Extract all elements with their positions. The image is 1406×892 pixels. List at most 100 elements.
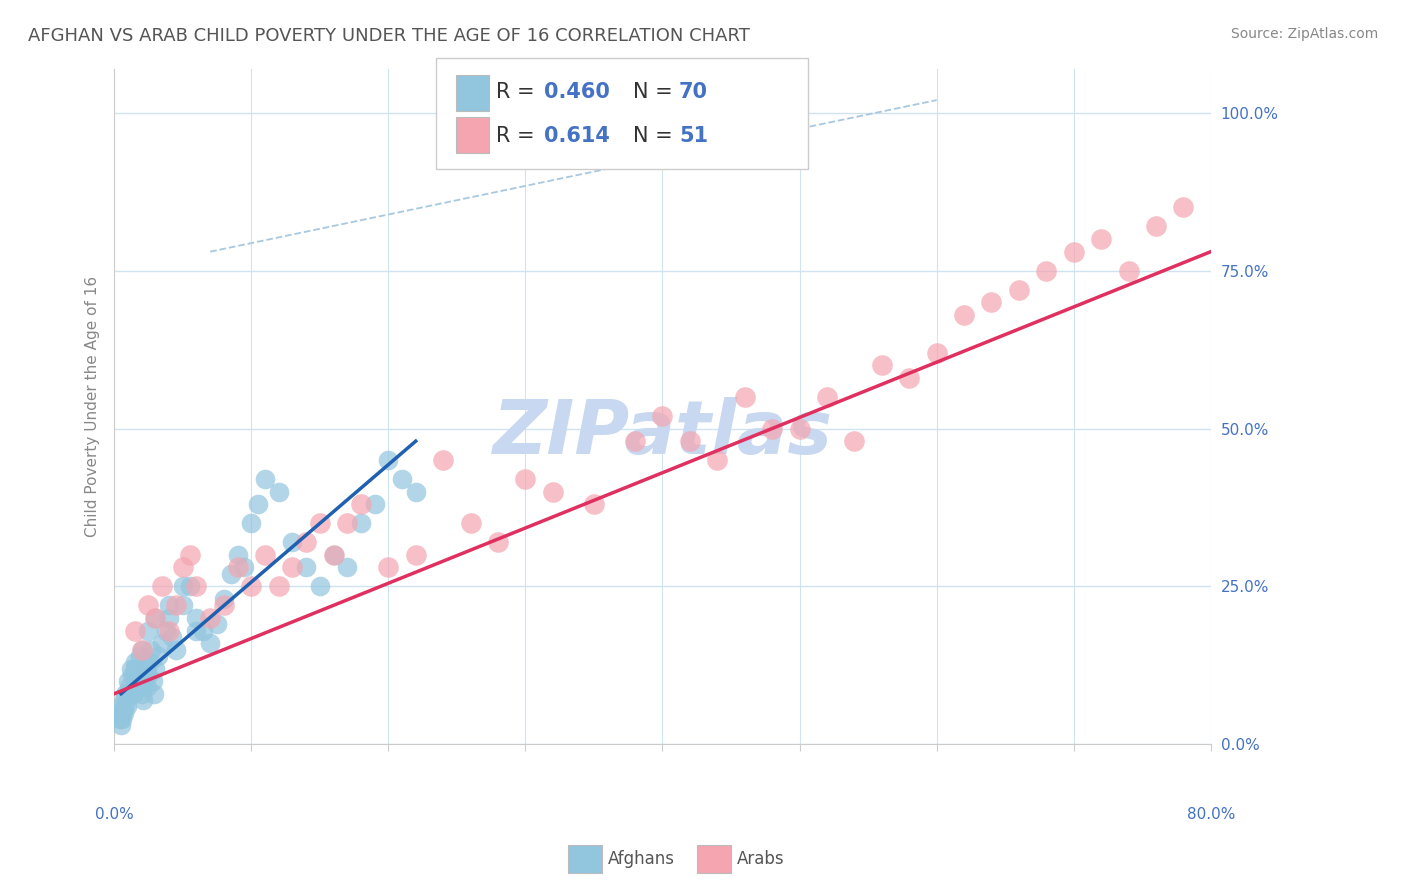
Point xyxy=(679,434,702,449)
Point xyxy=(651,409,673,423)
Point xyxy=(131,642,153,657)
Point xyxy=(125,674,148,689)
Point xyxy=(582,497,605,511)
Point xyxy=(391,472,413,486)
Point xyxy=(143,611,166,625)
Point xyxy=(212,592,235,607)
Text: 0.614: 0.614 xyxy=(544,126,610,145)
Point xyxy=(205,617,228,632)
Point xyxy=(226,560,249,574)
Point xyxy=(111,712,134,726)
Point xyxy=(146,648,169,663)
Point xyxy=(198,611,221,625)
Point xyxy=(363,497,385,511)
Point xyxy=(143,611,166,625)
Point xyxy=(350,497,373,511)
Point xyxy=(138,668,160,682)
Point xyxy=(150,579,173,593)
Point xyxy=(179,548,201,562)
Point xyxy=(240,579,263,593)
Point xyxy=(124,624,146,638)
Point xyxy=(172,560,194,574)
Text: Arabs: Arabs xyxy=(737,850,785,868)
Point xyxy=(789,421,811,435)
Point xyxy=(322,548,344,562)
Point xyxy=(761,421,783,435)
Point xyxy=(138,599,160,613)
Point xyxy=(193,624,215,638)
Point xyxy=(124,661,146,675)
Point xyxy=(118,681,141,695)
Text: 80.0%: 80.0% xyxy=(1187,807,1234,822)
Point xyxy=(165,642,187,657)
Point xyxy=(132,693,155,707)
Text: Afghans: Afghans xyxy=(607,850,675,868)
Point xyxy=(155,624,177,638)
Point xyxy=(131,687,153,701)
Point xyxy=(240,516,263,531)
Point xyxy=(131,642,153,657)
Point xyxy=(233,560,256,574)
Point xyxy=(129,648,152,663)
Point xyxy=(980,295,1002,310)
Point xyxy=(122,687,145,701)
Point xyxy=(142,687,165,701)
Point xyxy=(624,434,647,449)
Point xyxy=(706,453,728,467)
Point xyxy=(124,655,146,669)
Point xyxy=(336,560,359,574)
Text: 0.0%: 0.0% xyxy=(94,807,134,822)
Point xyxy=(172,599,194,613)
Point xyxy=(143,661,166,675)
Point xyxy=(110,718,132,732)
Point xyxy=(486,535,509,549)
Point xyxy=(110,699,132,714)
Text: 70: 70 xyxy=(679,82,709,102)
Point xyxy=(212,599,235,613)
Text: AFGHAN VS ARAB CHILD POVERTY UNDER THE AGE OF 16 CORRELATION CHART: AFGHAN VS ARAB CHILD POVERTY UNDER THE A… xyxy=(28,27,749,45)
Point xyxy=(844,434,866,449)
Point xyxy=(179,579,201,593)
Text: R =: R = xyxy=(496,126,541,145)
Point xyxy=(117,674,139,689)
Point xyxy=(160,630,183,644)
Point xyxy=(1035,263,1057,277)
Point xyxy=(114,699,136,714)
Point xyxy=(267,579,290,593)
Text: N =: N = xyxy=(633,126,679,145)
Point xyxy=(141,642,163,657)
Point xyxy=(336,516,359,531)
Point xyxy=(136,681,159,695)
Point xyxy=(150,636,173,650)
Point xyxy=(128,668,150,682)
Point xyxy=(198,636,221,650)
Point xyxy=(377,453,399,467)
Point xyxy=(135,661,157,675)
Point xyxy=(142,674,165,689)
Point xyxy=(121,668,143,682)
Point xyxy=(267,484,290,499)
Point xyxy=(515,472,537,486)
Point xyxy=(898,371,921,385)
Point xyxy=(112,706,135,720)
Text: R =: R = xyxy=(496,82,541,102)
Point xyxy=(111,706,134,720)
Point xyxy=(815,390,838,404)
Point xyxy=(953,308,976,322)
Point xyxy=(281,560,304,574)
Point xyxy=(405,484,427,499)
Point xyxy=(1118,263,1140,277)
Point xyxy=(108,712,131,726)
Point xyxy=(114,687,136,701)
Point xyxy=(127,681,149,695)
Point xyxy=(219,566,242,581)
Point xyxy=(226,548,249,562)
Y-axis label: Child Poverty Under the Age of 16: Child Poverty Under the Age of 16 xyxy=(86,276,100,537)
Point xyxy=(1090,232,1112,246)
Point xyxy=(112,693,135,707)
Point xyxy=(186,611,208,625)
Point xyxy=(172,579,194,593)
Point xyxy=(247,497,270,511)
Point xyxy=(295,560,318,574)
Point xyxy=(186,624,208,638)
